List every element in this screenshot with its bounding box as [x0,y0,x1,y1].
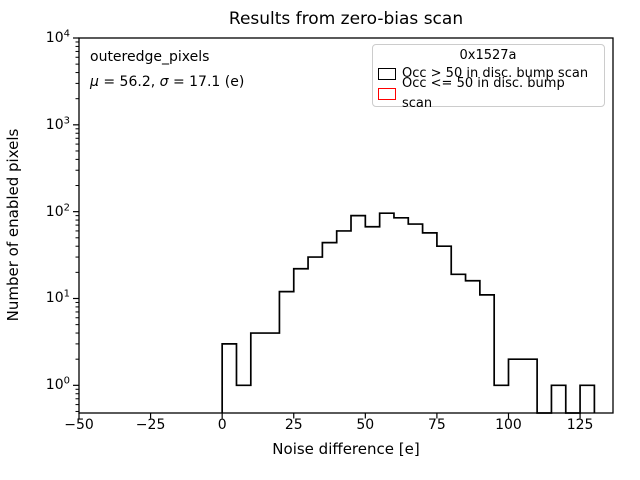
x-tick-label: −25 [135,417,166,433]
x-tick-label: 25 [284,417,303,433]
y-tick-label: 104 [45,28,70,47]
chart-title: Results from zero-bias scan [228,9,464,29]
red-outline-swatch-icon [378,88,396,100]
y-tick-label: 102 [45,202,70,220]
legend-entry-label: Occ <= 50 in disc. bump scan [402,76,565,111]
y-tick-label: 100 [45,375,70,394]
legend-title: 0x1527a [459,48,517,63]
mu-symbol: μ [90,74,99,90]
x-tick-label: 75 [427,417,446,433]
x-tick-label: 125 [566,417,594,433]
histogram-step-series [221,212,596,414]
sigma-value: = 17.1 (e) [168,74,245,90]
x-tick-label: 100 [495,417,522,433]
x-tick-label: 50 [356,417,375,433]
legend-entry-occ-le-50: Occ <= 50 in disc. bump scan [378,76,598,111]
sigma-symbol: σ [159,74,169,90]
black-outline-swatch-icon [378,68,396,80]
x-tick-label: 0 [217,417,227,433]
annotation-stats: μ = 56.2, σ = 17.1 (e) [90,74,244,90]
legend: 0x1527a Occ > 50 in disc. bump scan Occ … [372,44,605,111]
mu-value: = 56.2, [98,74,160,90]
x-axis-label: Noise difference [e] [272,440,420,458]
y-tick-label: 103 [45,115,70,133]
y-tick-label: 101 [45,288,70,307]
x-tick-label: −50 [64,417,94,433]
legend-entry-occ-gt-50: Occ > 50 in disc. bump scan [378,64,598,84]
legend-entry-label: Occ > 50 in disc. bump scan [402,66,589,81]
annotation-dataset: outeredge_pixels [90,49,210,65]
y-axis-label: Number of enabled pixels [4,128,22,322]
